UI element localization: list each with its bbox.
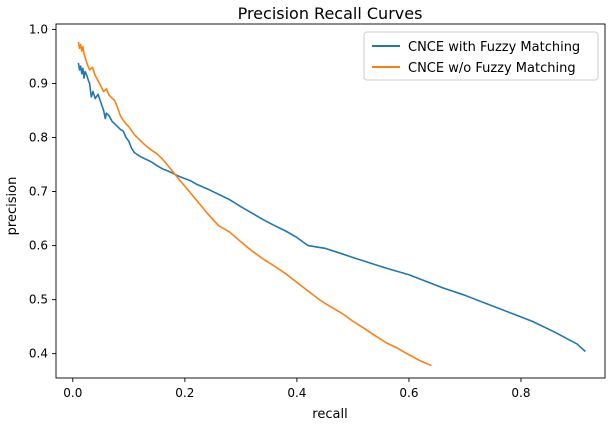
axes-frame [55,23,606,379]
series-line-without-fuzzy [77,41,432,367]
legend: CNCE with Fuzzy Matching CNCE w/o Fuzzy … [363,31,599,81]
plot-area [55,23,606,379]
x-axis-label: recall [312,407,347,422]
chart-title: Precision Recall Curves [238,4,423,23]
x-tick-label: 0.2 [175,386,194,400]
y-tick-label: 0.6 [29,239,48,253]
y-axis-ticks: 0.4 0.5 0.6 0.7 0.8 0.9 1.0 [29,22,56,361]
y-tick-label: 0.9 [29,76,48,90]
legend-box [363,31,599,81]
x-axis-ticks: 0.0 0.2 0.4 0.6 0.8 [63,378,531,400]
x-tick-label: 0.8 [511,386,530,400]
y-tick-label: 0.4 [29,347,48,361]
y-axis-label: precision [5,177,20,236]
y-tick-label: 0.5 [29,293,48,307]
y-tick-label: 0.7 [29,185,48,199]
x-tick-label: 0.4 [287,386,306,400]
y-tick-label: 0.8 [29,130,48,144]
x-tick-label: 0.0 [63,386,82,400]
legend-label-without-fuzzy: CNCE w/o Fuzzy Matching [408,61,576,76]
legend-label-with-fuzzy: CNCE with Fuzzy Matching [408,40,580,55]
y-tick-label: 1.0 [29,22,48,36]
series-layer [77,41,586,367]
series-line-with-fuzzy [77,62,586,353]
x-tick-label: 0.6 [399,386,418,400]
